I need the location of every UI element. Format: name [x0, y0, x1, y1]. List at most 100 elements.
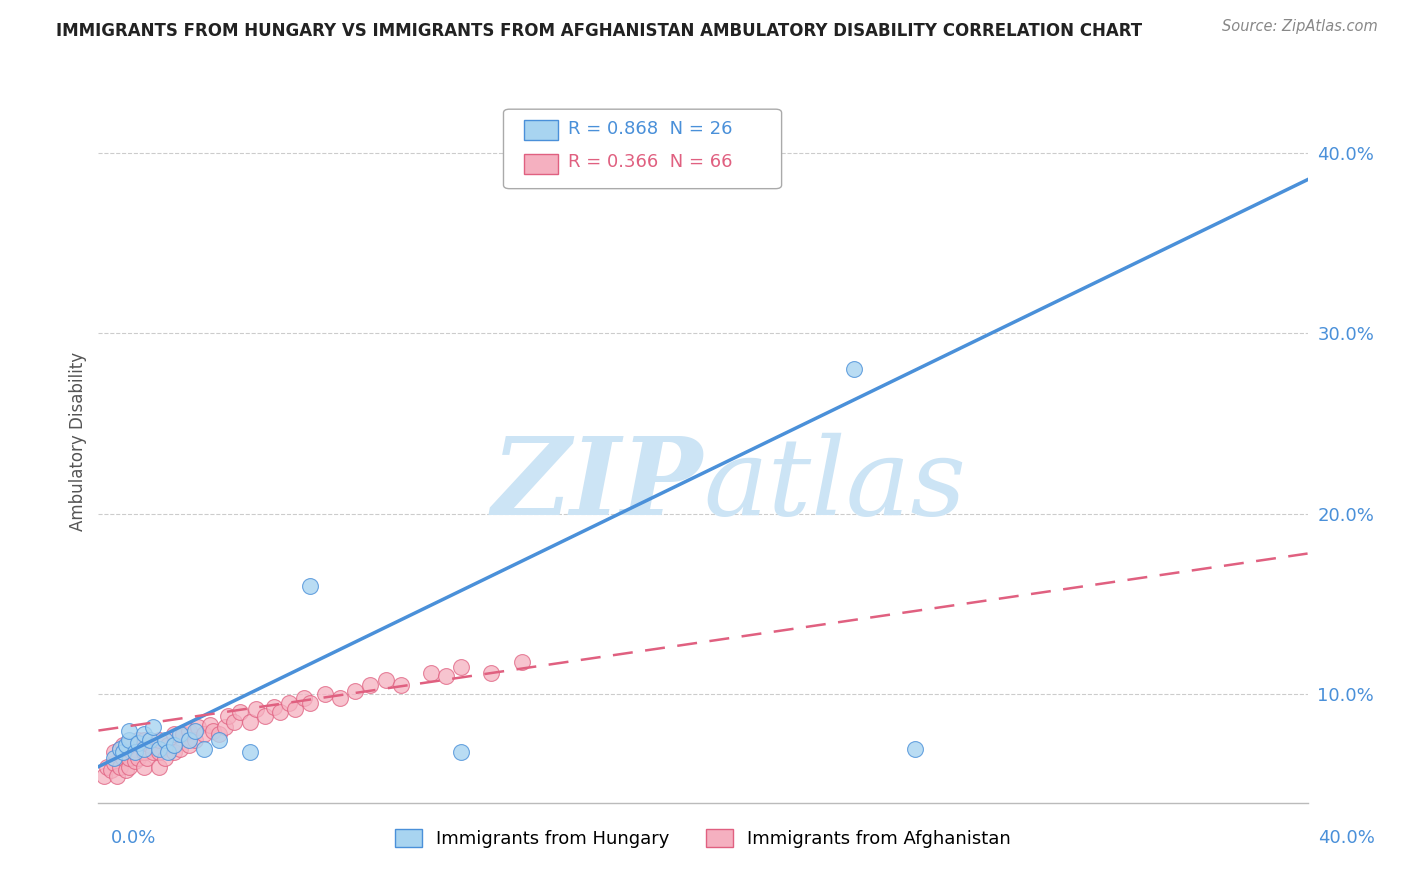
Point	[844, 362, 866, 376]
Point	[277, 697, 299, 711]
Point	[187, 720, 209, 734]
Point	[360, 678, 382, 692]
Point	[111, 745, 134, 759]
Point	[108, 741, 131, 756]
Point	[96, 760, 118, 774]
Point	[179, 738, 201, 752]
Point	[904, 741, 927, 756]
Text: R = 0.366  N = 66: R = 0.366 N = 66	[568, 153, 733, 171]
Point	[108, 760, 131, 774]
Point	[135, 750, 157, 764]
Point	[193, 727, 215, 741]
Point	[139, 732, 162, 747]
Point	[217, 709, 239, 723]
Point	[179, 723, 201, 738]
Point	[179, 732, 201, 747]
Point	[100, 764, 122, 778]
Point	[139, 738, 162, 752]
Point	[132, 741, 155, 756]
Point	[202, 723, 225, 738]
Point	[434, 669, 457, 683]
Point	[420, 665, 443, 680]
Point	[229, 706, 252, 720]
Point	[193, 741, 215, 756]
Point	[163, 738, 186, 752]
Point	[148, 745, 170, 759]
Point	[200, 718, 222, 732]
Point	[184, 732, 207, 747]
Text: 40.0%: 40.0%	[1319, 829, 1375, 847]
Point	[93, 769, 115, 783]
Point	[103, 750, 125, 764]
Point	[156, 738, 179, 752]
Point	[163, 727, 186, 741]
Point	[450, 660, 472, 674]
Point	[184, 723, 207, 738]
Point	[169, 741, 191, 756]
Point	[132, 727, 155, 741]
Point	[118, 760, 141, 774]
Point	[132, 745, 155, 759]
Text: R = 0.868  N = 26: R = 0.868 N = 26	[568, 120, 733, 137]
Point	[269, 706, 291, 720]
Point	[263, 700, 285, 714]
Bar	[524, 120, 558, 140]
Point	[208, 727, 231, 741]
Point	[103, 756, 125, 770]
Point	[103, 745, 125, 759]
Point	[239, 714, 262, 729]
Text: Source: ZipAtlas.com: Source: ZipAtlas.com	[1222, 20, 1378, 34]
Point	[172, 727, 194, 741]
Legend: Immigrants from Hungary, Immigrants from Afghanistan: Immigrants from Hungary, Immigrants from…	[388, 822, 1018, 855]
Point	[253, 709, 276, 723]
Point	[148, 741, 170, 756]
Point	[481, 665, 503, 680]
Point	[124, 754, 146, 768]
Point	[118, 738, 141, 752]
Point	[374, 673, 396, 687]
Point	[153, 732, 176, 747]
Point	[510, 655, 533, 669]
Point	[142, 720, 165, 734]
Point	[148, 760, 170, 774]
Point	[127, 736, 149, 750]
Point	[111, 738, 134, 752]
Point	[127, 750, 149, 764]
Point	[142, 745, 165, 759]
Point	[450, 745, 472, 759]
Point	[118, 732, 141, 747]
FancyBboxPatch shape	[503, 109, 782, 189]
Point	[314, 687, 336, 701]
Point	[132, 760, 155, 774]
Point	[124, 745, 146, 759]
Point	[224, 714, 246, 729]
Point	[163, 745, 186, 759]
Text: IMMIGRANTS FROM HUNGARY VS IMMIGRANTS FROM AFGHANISTAN AMBULATORY DISABILITY COR: IMMIGRANTS FROM HUNGARY VS IMMIGRANTS FR…	[56, 21, 1142, 39]
Point	[127, 732, 149, 747]
Point	[299, 697, 322, 711]
Y-axis label: Ambulatory Disability: Ambulatory Disability	[69, 352, 87, 531]
Point	[148, 732, 170, 747]
Text: 0.0%: 0.0%	[111, 829, 156, 847]
Point	[214, 720, 236, 734]
Point	[114, 764, 136, 778]
Point	[299, 579, 322, 593]
Point	[124, 741, 146, 756]
Point	[284, 702, 307, 716]
Point	[389, 678, 412, 692]
Point	[111, 750, 134, 764]
Point	[329, 691, 352, 706]
Point	[169, 727, 191, 741]
Point	[132, 732, 155, 747]
Point	[208, 732, 231, 747]
Point	[114, 738, 136, 752]
Text: ZIP: ZIP	[492, 432, 703, 538]
Point	[118, 750, 141, 764]
Bar	[524, 154, 558, 174]
Point	[239, 745, 262, 759]
Point	[121, 745, 143, 759]
Point	[118, 723, 141, 738]
Point	[292, 691, 315, 706]
Point	[245, 702, 267, 716]
Point	[105, 769, 128, 783]
